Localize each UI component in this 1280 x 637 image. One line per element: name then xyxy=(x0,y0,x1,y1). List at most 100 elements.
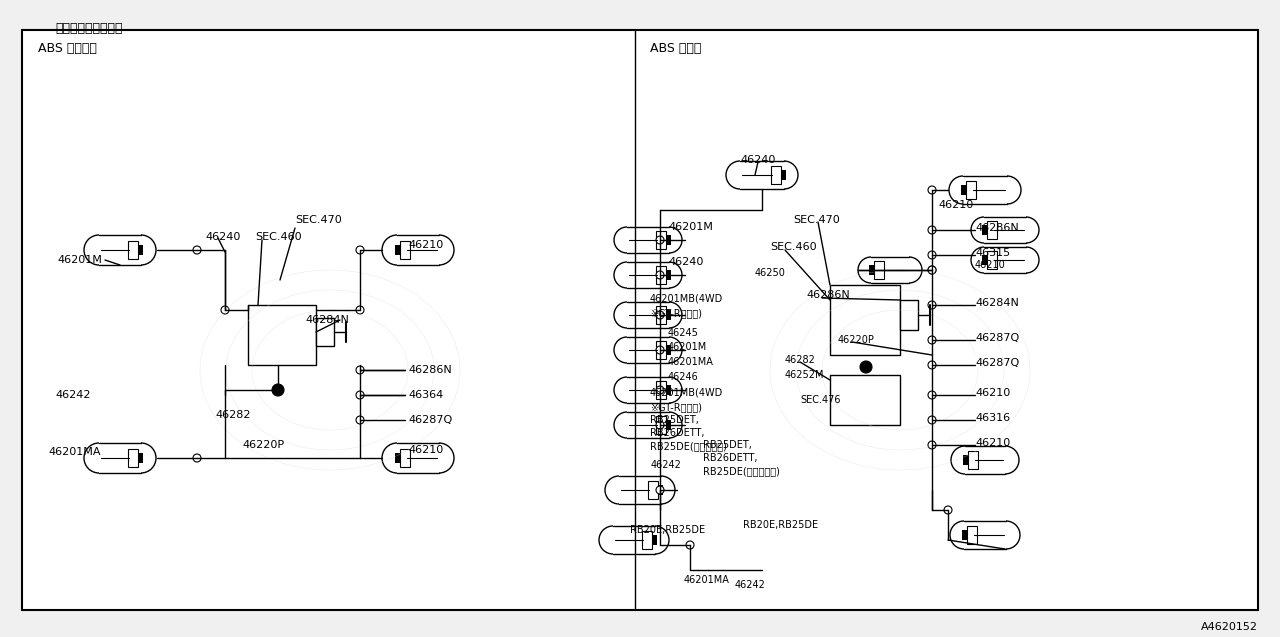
Text: 46242: 46242 xyxy=(652,460,682,470)
Bar xyxy=(771,166,781,184)
Bar xyxy=(627,412,669,438)
Circle shape xyxy=(928,416,936,424)
Text: SEC.460: SEC.460 xyxy=(771,242,817,252)
Bar xyxy=(627,337,669,363)
Text: 46286N: 46286N xyxy=(806,290,850,300)
Bar xyxy=(984,247,1027,273)
Bar xyxy=(781,170,786,180)
Text: RB25DET,: RB25DET, xyxy=(650,415,699,425)
Circle shape xyxy=(657,346,664,354)
Text: 46240: 46240 xyxy=(668,257,704,267)
Circle shape xyxy=(657,386,664,394)
Circle shape xyxy=(928,266,936,274)
Bar xyxy=(963,176,1007,204)
Bar xyxy=(627,227,669,253)
Text: RB20E,RB25DE: RB20E,RB25DE xyxy=(742,520,818,530)
Circle shape xyxy=(657,271,664,279)
Circle shape xyxy=(945,506,952,514)
Bar xyxy=(399,449,410,467)
Bar xyxy=(666,310,671,320)
Bar xyxy=(396,453,399,463)
Circle shape xyxy=(356,366,364,374)
Circle shape xyxy=(356,306,364,314)
Bar xyxy=(316,318,334,346)
Text: 46245: 46245 xyxy=(668,328,699,338)
Bar xyxy=(829,375,900,425)
Text: 46210: 46210 xyxy=(938,200,973,210)
Text: 46316: 46316 xyxy=(975,413,1010,423)
Bar xyxy=(657,266,666,284)
Text: チューブ配管詳細図: チューブ配管詳細図 xyxy=(55,22,123,35)
Text: 46252M: 46252M xyxy=(785,370,824,380)
Text: 46201MA: 46201MA xyxy=(684,575,730,585)
Bar xyxy=(128,241,138,259)
Text: A4620152: A4620152 xyxy=(1201,622,1258,632)
Text: 46210: 46210 xyxy=(408,445,443,455)
Circle shape xyxy=(657,236,664,244)
Bar xyxy=(138,245,143,255)
Text: 46240: 46240 xyxy=(740,155,776,165)
Circle shape xyxy=(928,266,936,274)
Circle shape xyxy=(657,311,664,319)
Bar xyxy=(397,443,439,473)
Circle shape xyxy=(928,361,936,369)
Text: 46201M: 46201M xyxy=(668,342,708,352)
Bar xyxy=(397,235,439,265)
Text: 46210: 46210 xyxy=(975,260,1006,270)
Text: 46282: 46282 xyxy=(215,410,251,420)
Bar xyxy=(648,481,658,499)
Bar xyxy=(248,305,316,365)
Text: 46201M: 46201M xyxy=(58,255,102,265)
Bar xyxy=(396,245,399,255)
Bar xyxy=(869,265,874,275)
Bar xyxy=(968,451,978,469)
Circle shape xyxy=(860,361,872,373)
Text: 46286N: 46286N xyxy=(408,365,452,375)
Bar xyxy=(99,235,141,265)
Text: 46220P: 46220P xyxy=(838,335,874,345)
Text: ※GT-Rは除く): ※GT-Rは除く) xyxy=(650,402,701,412)
Text: SEC.476: SEC.476 xyxy=(800,395,841,405)
Text: 46284N: 46284N xyxy=(975,298,1019,308)
Text: 46287Q: 46287Q xyxy=(975,333,1019,343)
Bar xyxy=(666,235,671,245)
Circle shape xyxy=(928,301,936,309)
Text: 46220P: 46220P xyxy=(242,440,284,450)
Bar xyxy=(666,420,671,430)
Bar xyxy=(627,302,669,328)
Bar xyxy=(657,231,666,249)
Bar xyxy=(627,377,669,403)
Text: 46201MB(4WD: 46201MB(4WD xyxy=(650,293,723,303)
Circle shape xyxy=(193,246,201,254)
Circle shape xyxy=(928,226,936,234)
Circle shape xyxy=(928,391,936,399)
Text: 46210: 46210 xyxy=(975,438,1010,448)
Circle shape xyxy=(657,486,664,494)
Circle shape xyxy=(356,391,364,399)
Circle shape xyxy=(657,421,664,429)
Text: ABS 装着車: ABS 装着車 xyxy=(650,42,701,55)
Bar xyxy=(128,449,138,467)
Text: SEC.460: SEC.460 xyxy=(255,232,302,242)
Circle shape xyxy=(221,306,229,314)
Text: 46201MA: 46201MA xyxy=(49,447,101,457)
Bar xyxy=(966,526,977,544)
Text: RB20E,RB25DE: RB20E,RB25DE xyxy=(630,525,705,535)
Bar xyxy=(984,217,1027,243)
Circle shape xyxy=(686,541,694,549)
Bar xyxy=(666,345,671,355)
Text: RB25DET,: RB25DET, xyxy=(703,440,751,450)
Bar xyxy=(657,341,666,359)
Bar xyxy=(982,225,987,235)
Bar xyxy=(627,262,669,288)
Bar xyxy=(613,526,655,554)
Text: SEC.470: SEC.470 xyxy=(794,215,840,225)
Bar xyxy=(740,161,783,189)
Text: 46284N: 46284N xyxy=(305,315,349,325)
Bar xyxy=(652,535,657,545)
Circle shape xyxy=(273,384,284,396)
Bar xyxy=(966,181,977,199)
Text: 46201MB(4WD: 46201MB(4WD xyxy=(650,387,723,397)
Bar xyxy=(900,300,918,330)
Circle shape xyxy=(193,454,201,462)
